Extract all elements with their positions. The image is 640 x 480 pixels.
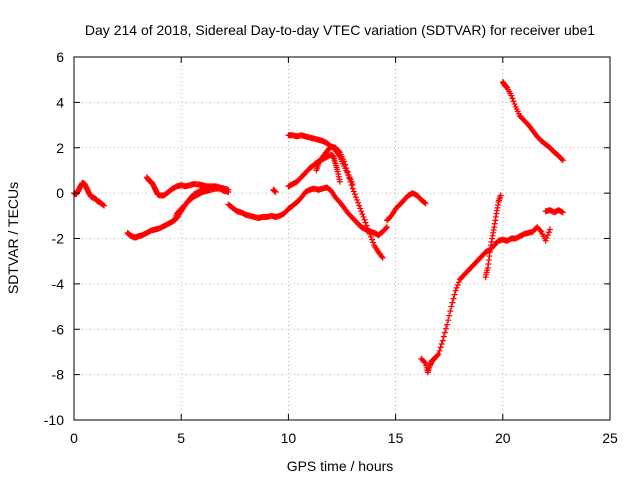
data-point-marker (559, 157, 566, 164)
data-point-marker (445, 317, 452, 324)
data-point-marker (510, 98, 517, 105)
data-point-marker (455, 279, 462, 286)
data-point-marker (369, 236, 376, 243)
y-tick-label: 2 (56, 140, 64, 156)
data-point-marker (537, 227, 544, 234)
data-point-marker (352, 194, 359, 201)
data-point-marker (436, 347, 443, 354)
data-point-marker (447, 308, 454, 315)
x-tick-label: 15 (388, 430, 404, 446)
data-point-marker (449, 299, 456, 306)
x-tick-label: 10 (281, 430, 297, 446)
data-point-marker (344, 168, 351, 175)
data-point-marker (450, 295, 457, 302)
data-point-marker (384, 224, 391, 231)
data-point-marker (367, 233, 374, 240)
data-point-marker (448, 303, 455, 310)
data-point-marker (341, 158, 348, 165)
y-tick-label: -2 (52, 231, 65, 247)
y-tick-label: -10 (44, 412, 64, 428)
data-point-marker (421, 199, 428, 206)
data-point-marker (349, 185, 356, 192)
data-point-marker (545, 229, 552, 236)
data-point-marker (345, 171, 352, 178)
data-point-marker (453, 284, 460, 291)
data-point-marker (225, 186, 232, 193)
y-tick-label: -4 (52, 276, 65, 292)
data-point-marker (558, 156, 565, 163)
data-point-marker (99, 201, 106, 208)
x-tick-label: 20 (495, 430, 511, 446)
data-point-marker (358, 208, 365, 215)
data-point-marker (546, 226, 553, 233)
data-point-marker (543, 234, 550, 241)
data-point-marker (364, 225, 371, 232)
data-point-marker (438, 340, 445, 347)
data-point-marker (382, 225, 389, 232)
data-point-marker (347, 178, 354, 185)
x-axis-label: GPS time / hours (287, 458, 394, 474)
y-tick-label: -8 (52, 367, 65, 383)
data-point-marker (440, 333, 447, 340)
data-point-marker (379, 254, 386, 261)
data-point-marker (356, 202, 363, 209)
data-point-marker (366, 230, 373, 237)
data-point-marker (444, 321, 451, 328)
axis-ticks: 0 5 10 15 20 25 -10 -8 -6 -4 -2 0 2 4 6 (44, 49, 618, 446)
data-points (71, 78, 566, 376)
data-point-marker (544, 232, 551, 239)
data-point-marker (335, 148, 342, 155)
data-point-marker (508, 92, 515, 99)
data-point-marker (434, 352, 441, 359)
y-tick-label: -6 (52, 321, 65, 337)
y-tick-label: 6 (56, 49, 64, 65)
y-axis-label: SDTVAR / TECUs (5, 182, 21, 294)
grid-lines (74, 57, 610, 420)
x-tick-label: 25 (602, 430, 618, 446)
data-point-marker (509, 95, 516, 102)
data-point-marker (454, 282, 461, 289)
data-point-marker (421, 359, 428, 366)
data-point-marker (422, 200, 429, 207)
data-point-marker (451, 291, 458, 298)
data-point-marker (511, 101, 518, 108)
data-point-marker (359, 211, 366, 218)
data-point-marker (354, 196, 361, 203)
data-point-marker (497, 192, 504, 199)
data-point-marker (446, 312, 453, 319)
data-point-marker (362, 219, 369, 226)
data-point-marker (101, 202, 108, 209)
y-tick-label: 4 (56, 94, 64, 110)
data-point-marker (343, 165, 350, 172)
data-point-marker (212, 183, 219, 190)
data-point-marker (360, 213, 367, 220)
x-tick-label: 0 (70, 430, 78, 446)
data-point-marker (542, 237, 549, 244)
data-point-marker (442, 325, 449, 332)
data-point-marker (336, 178, 343, 185)
data-point-marker (342, 161, 349, 168)
data-point-marker (370, 239, 377, 246)
data-point-marker (272, 188, 279, 195)
chart-title: Day 214 of 2018, Sidereal Day-to-day VTE… (85, 22, 595, 38)
data-point-marker (437, 344, 444, 351)
data-point-marker (361, 216, 368, 223)
x-tick-label: 5 (177, 430, 185, 446)
data-point-marker (365, 228, 372, 235)
data-point-marker (350, 188, 357, 195)
data-point-marker (357, 205, 364, 212)
data-point-marker (346, 175, 353, 182)
y-tick-label: 0 (56, 185, 64, 201)
data-point-marker (363, 222, 370, 229)
data-point-marker (348, 182, 355, 189)
data-point-marker (441, 329, 448, 336)
data-point-marker (435, 351, 442, 358)
data-point-marker (559, 209, 566, 216)
data-point-marker (452, 287, 459, 294)
data-point-marker (351, 191, 358, 198)
data-point-marker (439, 337, 446, 344)
data-point-marker (355, 199, 362, 206)
